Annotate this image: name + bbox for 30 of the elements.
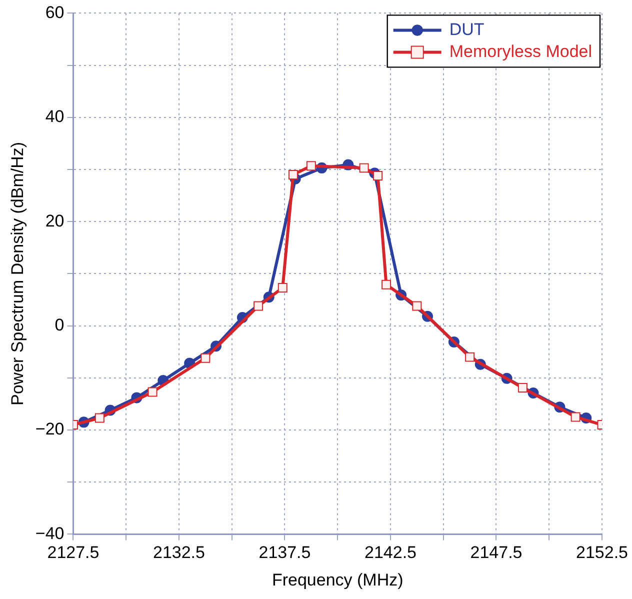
legend-label: DUT: [449, 20, 484, 39]
point: [200, 353, 210, 363]
y-tick-label: −20: [35, 420, 64, 439]
point: [254, 301, 264, 311]
y-tick-label: 40: [45, 107, 64, 126]
point: [288, 170, 298, 180]
x-tick-label: 2132.5: [152, 543, 205, 562]
point: [518, 383, 528, 393]
x-tick-label: 2147.5: [470, 543, 522, 562]
point: [382, 280, 392, 290]
point: [94, 413, 104, 423]
point: [412, 301, 422, 311]
y-axis-title: Power Spectrum Density (dBm/Hz): [8, 142, 27, 406]
point: [359, 163, 369, 173]
y-tick-label: 60: [45, 2, 64, 22]
point: [306, 161, 316, 171]
x-axis-title: Frequency (MHz): [272, 570, 404, 590]
y-tick-label: 0: [54, 315, 64, 334]
y-tick-label: −40: [35, 524, 64, 543]
x-tick-label: 2137.5: [258, 543, 311, 562]
y-tick-label: 20: [45, 211, 64, 230]
legend-label: Memoryless Model: [449, 42, 592, 61]
point: [373, 171, 383, 180]
point: [278, 283, 288, 293]
point: [570, 412, 580, 422]
x-tick-label: 2142.5: [364, 543, 416, 562]
point: [465, 352, 475, 362]
x-tick-label: 2127.5: [47, 543, 100, 562]
point: [148, 387, 158, 397]
x-tick-label: 2152.5: [576, 543, 628, 562]
